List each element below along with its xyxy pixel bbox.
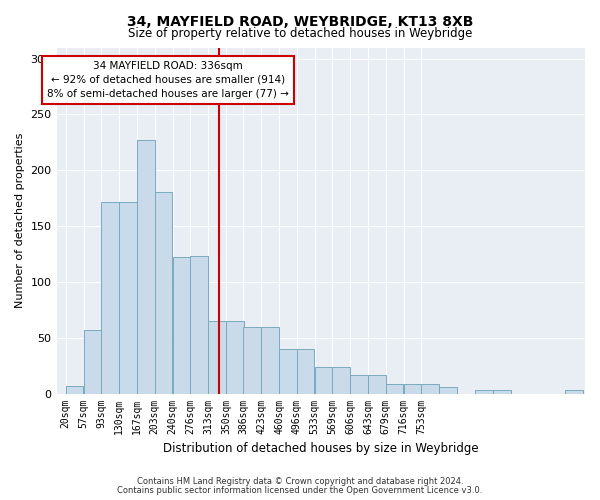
X-axis label: Distribution of detached houses by size in Weybridge: Distribution of detached houses by size … xyxy=(163,442,479,455)
Text: 34 MAYFIELD ROAD: 336sqm
← 92% of detached houses are smaller (914)
8% of semi-d: 34 MAYFIELD ROAD: 336sqm ← 92% of detach… xyxy=(47,61,289,99)
Text: Contains public sector information licensed under the Open Government Licence v3: Contains public sector information licen… xyxy=(118,486,482,495)
Text: Size of property relative to detached houses in Weybridge: Size of property relative to detached ho… xyxy=(128,28,472,40)
Bar xyxy=(404,384,421,394)
Bar xyxy=(66,386,83,394)
Bar xyxy=(279,349,297,394)
Bar xyxy=(368,374,386,394)
Bar xyxy=(386,384,403,394)
Bar xyxy=(262,326,279,394)
Bar xyxy=(421,384,439,394)
Bar xyxy=(315,367,332,394)
Bar xyxy=(173,258,190,394)
Bar xyxy=(119,202,137,394)
Bar xyxy=(332,367,350,394)
Bar xyxy=(439,387,457,394)
Y-axis label: Number of detached properties: Number of detached properties xyxy=(15,133,25,308)
Bar xyxy=(493,390,511,394)
Bar xyxy=(137,140,155,394)
Text: 34, MAYFIELD ROAD, WEYBRIDGE, KT13 8XB: 34, MAYFIELD ROAD, WEYBRIDGE, KT13 8XB xyxy=(127,15,473,29)
Text: Contains HM Land Registry data © Crown copyright and database right 2024.: Contains HM Land Registry data © Crown c… xyxy=(137,477,463,486)
Bar xyxy=(244,326,261,394)
Bar xyxy=(475,390,493,394)
Bar xyxy=(226,321,244,394)
Bar xyxy=(208,321,226,394)
Bar xyxy=(190,256,208,394)
Bar xyxy=(101,202,119,394)
Bar xyxy=(155,192,172,394)
Bar xyxy=(565,390,583,394)
Bar xyxy=(297,349,314,394)
Bar xyxy=(84,330,101,394)
Bar xyxy=(350,374,368,394)
